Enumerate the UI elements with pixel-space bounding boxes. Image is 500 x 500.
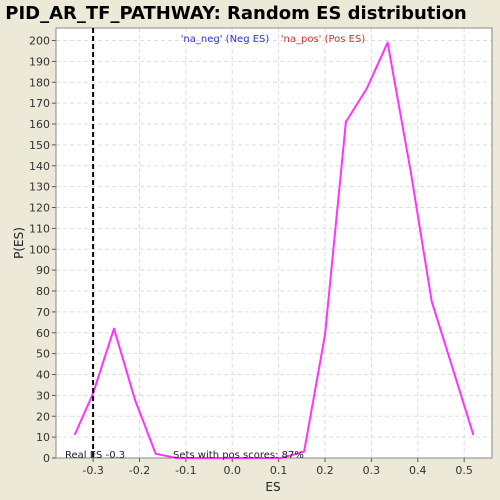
- plot-area: [56, 28, 492, 458]
- legend-entry-pos: 'na_pos' (Pos ES): [281, 34, 366, 45]
- grid: [56, 28, 492, 459]
- y-tick-label: 10: [36, 431, 50, 444]
- x-tick-label: 0.2: [316, 464, 334, 477]
- x-tick-label: -0.1: [175, 464, 196, 477]
- y-tick-label: 100: [29, 243, 50, 256]
- tick-labels: 0 10 20 30 40 50 60 70 80 90 100 110 120 130 140 150 160…: [29, 35, 473, 477]
- x-tick-label: 0.5: [455, 464, 473, 477]
- y-tick-label: 190: [29, 55, 50, 68]
- y-tick-label: 180: [29, 76, 50, 89]
- x-tick-label: 0.0: [224, 464, 242, 477]
- y-tick-label: 170: [29, 97, 50, 110]
- legend-entry-neg: 'na_neg' (Neg ES): [181, 34, 270, 45]
- y-tick-label: 200: [29, 35, 50, 48]
- y-tick-label: 0: [43, 452, 50, 465]
- x-tick-label: -0.3: [82, 464, 103, 477]
- y-tick-label: 60: [36, 327, 50, 340]
- x-tick-label: -0.2: [129, 464, 150, 477]
- series-layer: [73, 41, 475, 459]
- distribution-curve: [73, 41, 475, 459]
- y-tick-label: 140: [29, 160, 50, 173]
- y-tick-label: 150: [29, 139, 50, 152]
- x-tick-label: 0.4: [409, 464, 427, 477]
- chart-title: PID_AR_TF_PATHWAY: Random ES distributio…: [5, 3, 467, 24]
- y-tick-label: 20: [36, 410, 50, 423]
- real-es-label: Real ES -0.3: [65, 450, 125, 461]
- y-tick-label: 160: [29, 118, 50, 131]
- y-axis-label: P(ES): [12, 227, 26, 259]
- y-tick-label: 70: [36, 306, 50, 319]
- y-tick-label: 120: [29, 202, 50, 215]
- x-tick-label: 0.3: [363, 464, 381, 477]
- x-axis-label: ES: [265, 480, 280, 494]
- y-tick-label: 30: [36, 389, 50, 402]
- y-tick-label: 90: [36, 264, 50, 277]
- pos-scores-annotation: Sets with pos scores: 87%: [173, 450, 304, 461]
- legend: 'na_neg' (Neg ES) 'na_pos' (Pos ES): [181, 34, 366, 45]
- x-tick-label: 0.1: [270, 464, 288, 477]
- y-tick-label: 130: [29, 181, 50, 194]
- y-tick-label: 40: [36, 369, 50, 382]
- y-tick-label: 80: [36, 285, 50, 298]
- y-tick-label: 110: [29, 222, 50, 235]
- y-tick-label: 50: [36, 348, 50, 361]
